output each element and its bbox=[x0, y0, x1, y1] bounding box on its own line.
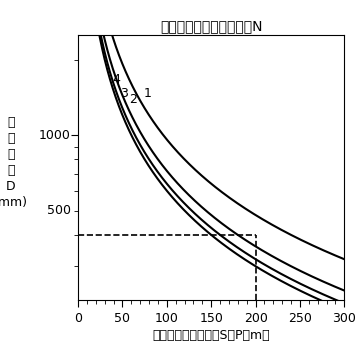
Text: 1000: 1000 bbox=[39, 128, 71, 142]
Text: 安
全
距
離
D
(mm): 安 全 距 離 D (mm) bbox=[0, 116, 28, 209]
Text: 3: 3 bbox=[120, 87, 128, 100]
Text: 4: 4 bbox=[112, 73, 120, 86]
Text: 500: 500 bbox=[47, 204, 71, 217]
Text: 1: 1 bbox=[143, 87, 151, 100]
Text: 2: 2 bbox=[129, 94, 137, 107]
Title: クラッチ掛合い箇所の数N: クラッチ掛合い箇所の数N bbox=[160, 19, 262, 33]
X-axis label: 毎分ストローク数（S・P・m）: 毎分ストローク数（S・P・m） bbox=[152, 329, 270, 342]
